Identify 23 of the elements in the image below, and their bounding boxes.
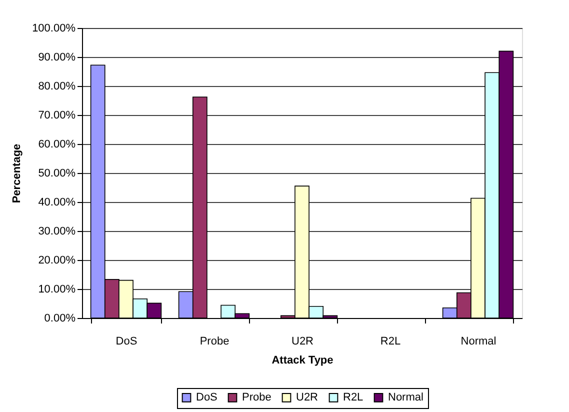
x-axis-title: Attack Type [272,354,334,366]
legend-label: DoS [196,392,218,404]
y-tick-label: 0.00% [44,312,76,324]
y-tick-label: 90.00% [38,52,76,64]
y-tick-label: 70.00% [38,110,76,122]
x-tick-label: Probe [200,336,230,348]
legend-label: Normal [388,392,424,404]
x-tick-label: U2R [291,336,314,348]
y-tick-label: 60.00% [38,138,76,150]
y-tick-label: 80.00% [38,80,76,92]
y-tick-label: 20.00% [38,254,76,266]
y-tick-label: 30.00% [38,226,76,238]
legend-label: Probe [242,392,272,404]
y-tick-label: 50.00% [38,168,76,180]
x-tick-label: R2L [380,336,401,348]
y-axis-title: Percentage [11,144,24,204]
x-tick-label: DoS [116,336,138,348]
x-tick-label: Normal [460,336,496,348]
y-tick-label: 100.00% [32,22,76,34]
y-tick-label: 40.00% [38,196,76,208]
legend-label: R2L [343,392,364,404]
y-tick-label: 10.00% [38,284,76,296]
legend-label: U2R [296,392,318,404]
